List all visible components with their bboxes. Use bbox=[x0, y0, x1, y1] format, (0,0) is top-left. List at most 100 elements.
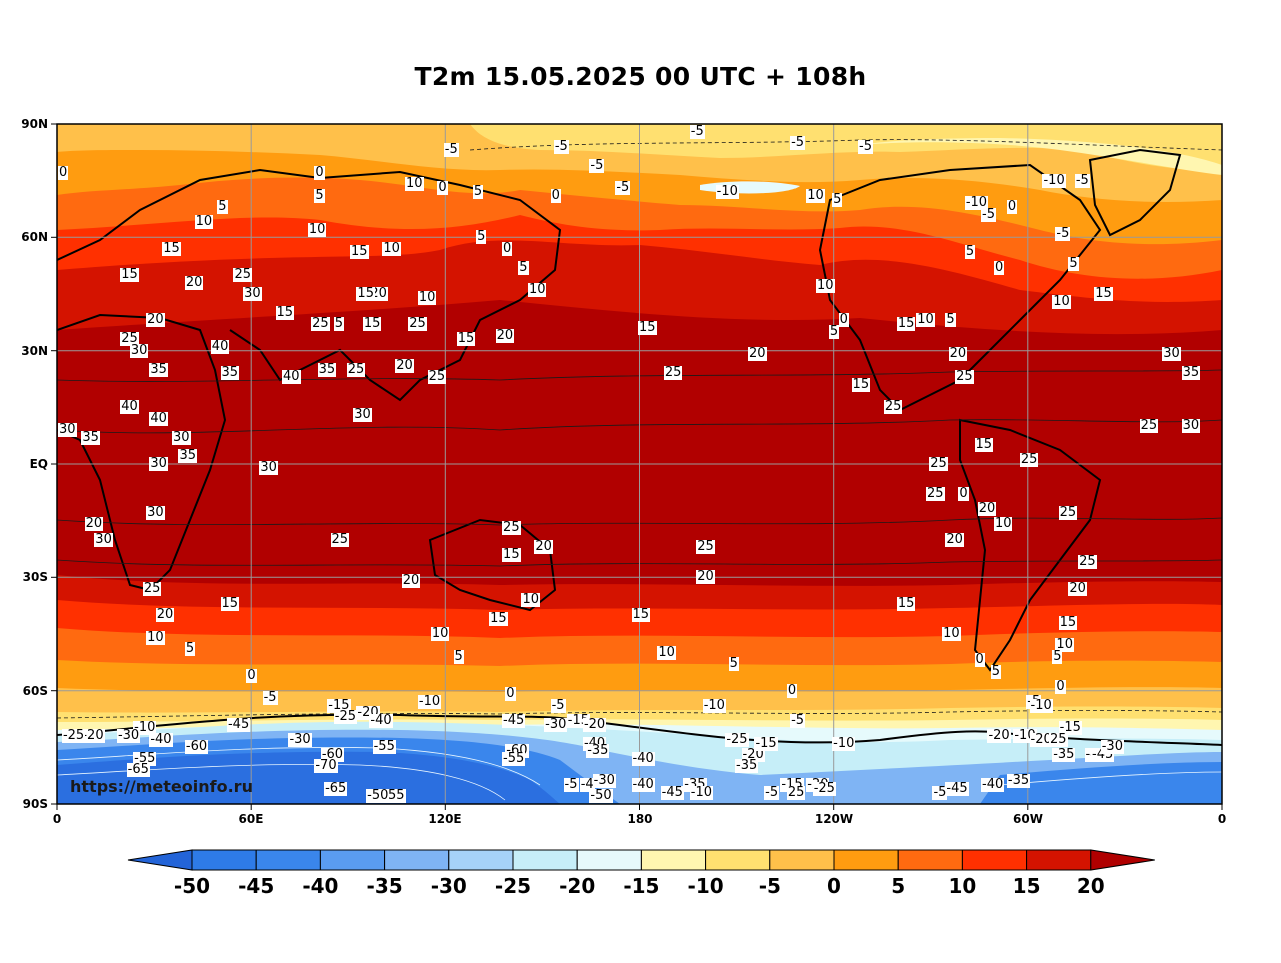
contour-label: 5 bbox=[184, 641, 196, 657]
contour-label: 0 bbox=[958, 486, 969, 502]
contour-label: 0 bbox=[974, 652, 985, 668]
contour-label: 25 bbox=[142, 580, 162, 596]
colorbar-box bbox=[705, 849, 771, 871]
contour-label: 5 bbox=[832, 191, 843, 207]
contour-label: -35 bbox=[1006, 773, 1031, 789]
contour-label: 15 bbox=[456, 331, 476, 347]
contour-label: -50 bbox=[589, 788, 613, 804]
contour-label: -20 bbox=[81, 728, 105, 743]
contour-label: 5 bbox=[964, 244, 976, 260]
land-australia bbox=[428, 518, 557, 612]
contour-label: 15 bbox=[356, 286, 375, 301]
contour-label: 25 bbox=[233, 267, 252, 283]
contour-label: 20 bbox=[395, 357, 414, 373]
contour-label: -30 bbox=[1100, 739, 1124, 755]
contour-label: 25 bbox=[663, 365, 683, 381]
contour-label: -25 bbox=[333, 709, 357, 725]
contour-label: -45 bbox=[226, 716, 251, 732]
lat-label-60s: 60S bbox=[22, 684, 48, 698]
contour-label: 10 bbox=[993, 516, 1013, 532]
contour-label: -10 bbox=[964, 195, 989, 211]
contour-label: 0 bbox=[505, 686, 516, 702]
contour-label: -5 bbox=[563, 777, 579, 793]
contour-label: 20 bbox=[184, 274, 204, 290]
contour-label: 25 bbox=[120, 331, 139, 347]
contour-label: 5 bbox=[990, 663, 1001, 679]
contour-label: 5 bbox=[217, 199, 228, 215]
contour-label: 20 bbox=[977, 501, 997, 517]
contour-label: 0 bbox=[786, 682, 798, 698]
colorbar-tick-label: 0 bbox=[827, 874, 841, 898]
contour-label: 25 bbox=[1078, 554, 1097, 570]
colorbar-box bbox=[1026, 849, 1092, 871]
contour-label: 0 bbox=[993, 259, 1005, 275]
colorbar-box bbox=[319, 849, 386, 871]
contour-label: 40 bbox=[210, 338, 230, 354]
contour-label: 30 bbox=[146, 505, 165, 521]
colorbar-tick-label: 15 bbox=[1012, 874, 1041, 898]
lon-label-0: 0 bbox=[52, 812, 62, 826]
colorbar-box bbox=[448, 849, 514, 871]
contour-label: -5 bbox=[932, 784, 948, 800]
contour-label: 15 bbox=[362, 316, 382, 332]
lon-label-180: 180 bbox=[627, 812, 653, 826]
contour-label: 15 bbox=[637, 320, 657, 335]
contour-label: 5 bbox=[472, 184, 484, 199]
contour-label: 10 bbox=[1052, 293, 1071, 309]
contour-label: 10 bbox=[815, 278, 835, 294]
contour-label: -60 bbox=[184, 739, 209, 755]
colorbar-tick-label: 20 bbox=[1076, 874, 1105, 898]
contour-label: -25 bbox=[725, 731, 749, 747]
dashed-contours bbox=[57, 139, 1222, 719]
band-south-m55 bbox=[57, 751, 560, 804]
lon-label-120w: 120W bbox=[814, 812, 854, 826]
contour-label: -65 bbox=[324, 780, 348, 796]
contour-label: -20 bbox=[987, 728, 1011, 743]
contour-label: 10 bbox=[942, 626, 961, 641]
contour-label: -25 bbox=[61, 728, 86, 743]
contour-label: 15 bbox=[275, 304, 295, 320]
contour-label: 30 bbox=[58, 422, 77, 437]
contour-label: 35 bbox=[81, 429, 100, 445]
contour-label: 10 bbox=[806, 187, 825, 203]
contour-label: 0 bbox=[437, 180, 448, 196]
contour-label: 15 bbox=[631, 607, 651, 623]
contour-label: 10 bbox=[417, 289, 437, 305]
contour-label: -5 bbox=[858, 138, 873, 154]
contour-label: -5 bbox=[1074, 172, 1090, 188]
contour-label: -70 bbox=[314, 758, 338, 774]
contour-label: -55 bbox=[372, 739, 396, 755]
contour-label: 10 bbox=[527, 282, 547, 298]
contour-label: 30 bbox=[171, 429, 191, 445]
contour-label: -40 bbox=[149, 731, 173, 747]
colorbar-box bbox=[576, 849, 642, 871]
contour-label: -40 bbox=[369, 712, 393, 728]
contour-label: 20 bbox=[534, 539, 553, 555]
contour-label: -20 bbox=[741, 746, 765, 762]
contour-label: -20 bbox=[1029, 731, 1053, 747]
lon-label-0-east: 0 bbox=[1217, 812, 1227, 826]
contour-label: -10 bbox=[702, 697, 726, 713]
lat-label-eq: EQ bbox=[29, 457, 48, 471]
contour-label: -10 bbox=[1029, 697, 1053, 713]
contour-label: 5 bbox=[476, 229, 487, 245]
contour-label: 15 bbox=[896, 316, 916, 332]
contour-label: -30 bbox=[544, 716, 568, 732]
colorbar-box bbox=[897, 849, 963, 871]
contour-label: 20 bbox=[748, 346, 767, 362]
contour-label: 30 bbox=[129, 342, 149, 358]
contour-label: 5 bbox=[1052, 648, 1063, 664]
contour-label: 40 bbox=[149, 410, 168, 426]
contour-label: 25 bbox=[502, 520, 521, 536]
contour-label: 0 bbox=[58, 165, 69, 181]
colorbar-box bbox=[384, 849, 450, 871]
contour-label: 30 bbox=[259, 459, 278, 475]
contour-label: 0 bbox=[1006, 199, 1018, 215]
colorbar-tick-label: -25 bbox=[494, 874, 532, 898]
contour-label: 10 bbox=[307, 221, 327, 237]
contour-label: -10 bbox=[715, 184, 739, 199]
contour-label: 15 bbox=[489, 610, 508, 626]
contour-label: -5 bbox=[553, 138, 569, 154]
contour-label: -40 bbox=[981, 777, 1005, 793]
contour-label: 25 bbox=[786, 784, 806, 800]
